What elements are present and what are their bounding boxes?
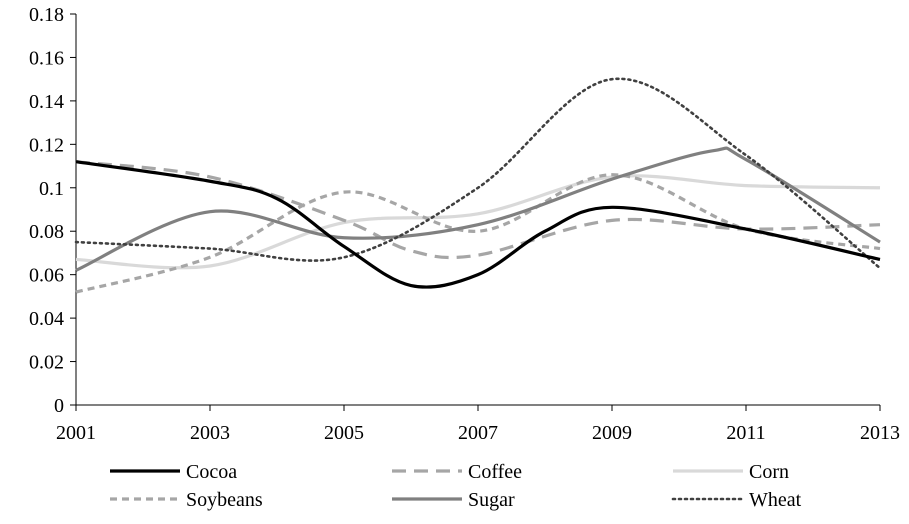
- y-tick-label: 0.12: [29, 134, 64, 156]
- x-tick-label: 2011: [726, 422, 765, 444]
- series-line-wheat: [74, 77, 882, 270]
- y-tick-label: 0.14: [29, 91, 64, 113]
- x-tick-label: 2009: [592, 422, 632, 444]
- series-line-corn: [75, 174, 881, 270]
- y-tick-label: 0.04: [29, 308, 64, 330]
- y-tick-label: 0.1: [39, 178, 64, 200]
- series-line-coffee: [75, 160, 881, 260]
- legend-item-sugar: Sugar: [392, 489, 515, 511]
- x-tick-label: 2005: [324, 422, 364, 444]
- y-tick-label: 0.06: [29, 265, 64, 287]
- series-line-sugar: [75, 146, 881, 272]
- legend-item-soybeans: Soybeans: [110, 489, 263, 511]
- y-tick-label: 0: [54, 395, 64, 417]
- y-tick-label: 0.02: [29, 352, 64, 374]
- legend-item-cocoa: Cocoa: [110, 461, 237, 483]
- legend-label: Corn: [749, 461, 789, 483]
- x-tick-label: 2013: [860, 422, 900, 444]
- legend-label: Wheat: [749, 489, 802, 511]
- y-tick-label: 0.16: [29, 47, 64, 69]
- legend: Cocoa Coffee Corn Soybeans Sugar Wheat: [110, 461, 802, 511]
- y-tick-label: 0.18: [29, 4, 64, 26]
- x-tick-label: 2001: [56, 422, 96, 444]
- legend-item-wheat: Wheat: [671, 489, 802, 511]
- legend-label: Sugar: [468, 489, 515, 511]
- legend-item-corn: Corn: [673, 461, 789, 483]
- axes: 0 0.02 0.04 0.06 0.08 0.1 0.12 0.14 0.16 0.18 2001…: [29, 4, 900, 444]
- legend-label: Coffee: [468, 461, 522, 483]
- y-tick-label: 0.08: [29, 221, 64, 243]
- x-tick-label: 2007: [458, 422, 498, 444]
- x-tick-label: 2003: [190, 422, 230, 444]
- legend-item-coffee: Coffee: [392, 461, 522, 483]
- legend-label: Cocoa: [186, 461, 237, 483]
- series-lines: [74, 77, 882, 294]
- series-line-cocoa: [75, 160, 881, 289]
- legend-label: Soybeans: [186, 489, 263, 511]
